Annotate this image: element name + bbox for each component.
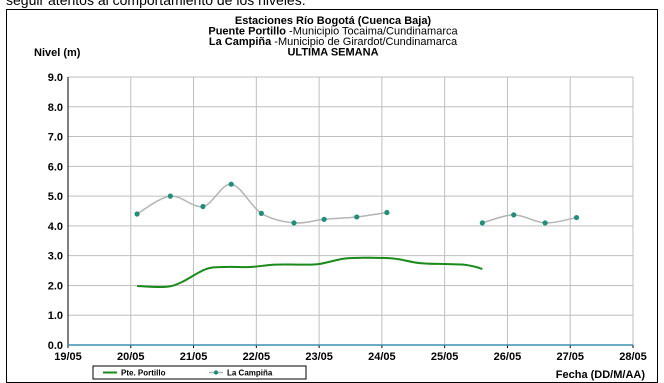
y-tick-label: 2.0 [48,280,63,292]
data-point-la-campi-a [228,181,234,187]
data-point-la-campi-a [573,214,580,221]
y-tick-label: 0.0 [48,340,63,352]
x-tick-label: 26/05 [494,351,522,363]
grid [68,76,634,345]
chart-title-line: Puente Portillo -Municipio Tocaima/Cundi… [208,26,458,38]
x-axis-label: Fecha (DD/M/AA) [556,369,646,381]
chart-title: Estaciones Río Bogotá (Cuenca Baja)Puent… [208,15,458,59]
data-point-la-campi-a [321,216,327,222]
y-tick-label: 1.0 [48,310,63,322]
data-point-la-campi-a [354,214,360,220]
y-axis-label: Nivel (m) [34,47,81,59]
axes: 0.0 1.0 2.0 3.0 4.0 5.0 6.0 7.0 8.0 9.0 19/05 20/05… [48,72,647,363]
x-tick-label: 23/05 [305,351,333,363]
chart-title-line: La Campiña -Municipio de Girardot/Cundin… [209,36,458,48]
data-point-la-campi-a [291,220,297,226]
chart-title-bold: ULTIMA SEMANA [287,47,378,59]
series-line-la-campi-a [482,214,577,224]
chart-container: Estaciones Río Bogotá (Cuenca Baja) Puent… [6,9,658,383]
data-point-la-campi-a [200,203,206,210]
x-tick-label: 22/05 [243,351,271,363]
y-tick-label: 9.0 [48,72,63,84]
intro-text: seguir atentos al comportamiento de los … [6,0,306,8]
chart-title-bold: Puente Portillo [208,26,286,38]
legend-label-pte-portillo: Pte. Portillo [121,369,166,378]
chart-title-detail: -Municipio Tocaima/Cundinamarca [286,26,458,38]
series [68,181,633,346]
chart-title-line: ULTIMA SEMANA [287,47,378,59]
y-tick-label: 5.0 [48,191,63,203]
data-point-la-campi-a [384,209,390,216]
x-tick-label: 21/05 [180,351,208,363]
legend-label-la-campi-a: La Campiña [227,369,273,378]
data-point-la-campi-a [542,220,548,226]
x-tick-label: 19/05 [54,351,82,363]
data-point-la-campi-a [258,210,264,216]
y-tick-label: 6.0 [48,161,63,173]
series-line-pte-portillo [137,256,483,289]
data-point-la-campi-a [134,211,140,217]
x-tick-label: 20/05 [117,351,145,363]
legend-marker-la-campi-a [213,370,219,375]
chart-title-detail: -Municipio de Girardot/Cundinamarca [271,36,458,48]
chart-title-bold: Estaciones Río Bogotá (Cuenca Baja) [235,15,432,27]
level-chart: Estaciones Río Bogotá (Cuenca Baja)Puent… [34,15,647,381]
x-tick-label: 28/05 [619,351,647,363]
y-tick-label: 8.0 [48,102,63,114]
y-tick-label: 4.0 [48,221,63,233]
series-line-la-campi-a [136,183,388,224]
y-tick-label: 7.0 [48,132,63,144]
x-tick-label: 24/05 [368,351,396,363]
data-point-la-campi-a [479,220,485,226]
data-point-la-campi-a [167,193,173,199]
chart-title-line: Estaciones Río Bogotá (Cuenca Baja) [235,15,432,27]
y-tick-label: 3.0 [48,251,63,263]
data-point-la-campi-a [511,212,517,218]
chart-title-bold: La Campiña [209,36,272,48]
x-tick-label: 27/05 [556,351,584,363]
legend: Pte. Portillo La Campiña [92,365,307,380]
legend-box [92,365,307,380]
x-tick-label: 25/05 [431,351,459,363]
